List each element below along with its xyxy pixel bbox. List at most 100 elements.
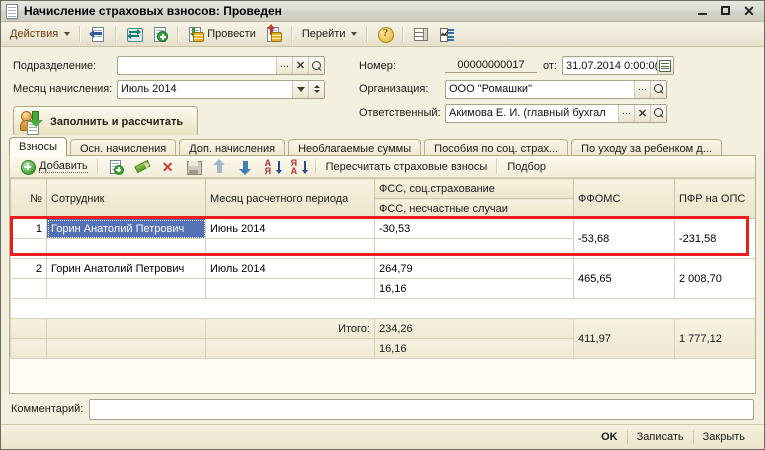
new-document-button[interactable] [147, 23, 173, 46]
cell-period[interactable]: Июль 2014 [205, 258, 375, 279]
contributions-table-wrap: № Сотрудник Месяц расчетного периода ФСС… [10, 178, 755, 393]
fill-calculate-icon [20, 110, 44, 135]
cell-employee[interactable]: Горин Анатолий Петрович [46, 258, 206, 279]
total-fss-accident: 16,16 [374, 338, 574, 359]
subdivision-input[interactable] [118, 57, 276, 74]
maximize-button[interactable] [719, 4, 733, 18]
th-ffoms[interactable]: ФФОМС [573, 178, 675, 219]
delete-icon: ✕ [161, 158, 174, 175]
post-button[interactable]: Провести [183, 23, 261, 46]
copy-row-button[interactable] [103, 156, 129, 177]
move-up-button[interactable] [207, 156, 233, 177]
subdivision-search-button[interactable] [308, 57, 324, 74]
organization-input[interactable]: ООО "Ромашки" [449, 83, 532, 95]
cell-pfr[interactable]: 2 008,70 [674, 258, 755, 299]
accrual-month-dropdown-button[interactable] [292, 80, 308, 98]
cell-period-blank [205, 278, 375, 299]
edit-row-button[interactable] [129, 156, 155, 177]
th-fss-accident[interactable]: ФСС, несчастные случаи [374, 198, 574, 219]
cell-fss-accident[interactable] [374, 238, 574, 259]
save-row-button[interactable] [181, 156, 207, 177]
responsible-ellipsis-button[interactable]: ... [618, 104, 634, 122]
actions-menu-label: Действия [10, 28, 59, 40]
th-number[interactable]: № [10, 178, 47, 219]
accrual-month-input[interactable]: Июль 2014 [121, 83, 177, 95]
table-body: 1 Горин Анатолий Петрович Июнь 2014 -30,… [10, 218, 756, 359]
write-button[interactable] [85, 23, 111, 46]
help-button[interactable]: ? [372, 23, 398, 46]
pick-button[interactable]: Подбор [502, 156, 551, 177]
calendar-icon[interactable] [656, 57, 673, 74]
subdivision-clear-button[interactable]: ✕ [292, 57, 308, 74]
number-label: Номер: [359, 59, 396, 72]
delete-row-button[interactable]: ✕ [155, 156, 181, 177]
cell-fss-social[interactable]: 264,79 [374, 258, 574, 279]
move-down-icon [238, 159, 254, 175]
footer-separator [626, 430, 628, 444]
chevron-down-icon [64, 32, 71, 36]
tab-label: По уходу за ребенком д... [581, 142, 712, 155]
close-button[interactable]: Закрыть [702, 431, 745, 443]
unpost-button[interactable] [261, 23, 287, 46]
recalculate-label: Пересчитать страховые взносы [325, 160, 488, 173]
setup-list-button[interactable] [434, 23, 460, 46]
cell-employee[interactable]: Горин Анатолий Петрович [46, 218, 206, 239]
organization-search-button[interactable] [650, 80, 666, 98]
th-pfr[interactable]: ПФР на ОПС [674, 178, 755, 219]
recalculate-contributions-button[interactable]: Пересчитать страховые взносы [321, 156, 493, 177]
total-employee-blank2 [46, 338, 206, 359]
toolbar-separator [177, 26, 180, 42]
cell-fss-social[interactable]: -30,53 [374, 218, 574, 239]
total-ffoms: 411,97 [573, 318, 675, 359]
organization-label: Организация: [359, 83, 429, 95]
add-icon [20, 159, 36, 175]
move-down-button[interactable] [233, 156, 259, 177]
write-button[interactable]: Записать [636, 431, 684, 443]
cell-fss-accident[interactable]: 16,16 [374, 278, 574, 299]
blank-cell [10, 298, 47, 319]
tab-dop-nachisleniya[interactable]: Доп. начисления [179, 139, 286, 157]
refresh-button[interactable] [121, 23, 147, 46]
total-employee-blank [46, 318, 206, 339]
table-row[interactable]: 2 Горин Анатолий Петрович Июль 2014 264,… [10, 258, 755, 299]
report-rows-button[interactable] [408, 23, 434, 46]
responsible-clear-button[interactable]: ✕ [634, 104, 650, 122]
goto-menu-button[interactable]: Перейти [297, 23, 363, 46]
total-label-blank [205, 338, 375, 359]
number-value[interactable]: 00000000017 [445, 59, 537, 73]
responsible-search-button[interactable] [650, 104, 666, 122]
organization-ellipsis-button[interactable]: ... [634, 80, 650, 98]
tab-vznosy[interactable]: Взносы [9, 137, 67, 157]
toolbar-separator [115, 26, 118, 42]
tab-po-uhodu-za-rebenkom[interactable]: По уходу за ребенком д... [571, 139, 722, 157]
table-row[interactable]: 1 Горин Анатолий Петрович Июнь 2014 -30,… [10, 218, 755, 259]
accrual-month-spinner[interactable] [308, 80, 324, 98]
cell-ffoms[interactable]: 465,65 [573, 258, 675, 299]
cell-pfr[interactable]: -231,58 [674, 218, 755, 259]
th-employee[interactable]: Сотрудник [46, 178, 206, 219]
comment-input[interactable] [89, 398, 754, 420]
tab-posobiya-soc-strah[interactable]: Пособия по соц. страх... [424, 139, 569, 157]
tab-neoblagaemye-summy[interactable]: Необлагаемые суммы [288, 139, 422, 157]
cell-period[interactable]: Июнь 2014 [205, 218, 375, 239]
total-pfr: 1 777,12 [674, 318, 755, 359]
subdivision-ellipsis-button[interactable]: ... [276, 57, 292, 74]
ok-button[interactable]: OK [601, 431, 618, 443]
th-fss-social[interactable]: ФСС, соц.страхование [374, 178, 574, 199]
actions-menu-button[interactable]: Действия [5, 23, 75, 46]
close-icon[interactable]: ✕ [743, 3, 755, 19]
toolbar-separator [79, 26, 82, 42]
date-input[interactable]: 31.07.2014 0:00:0( [565, 59, 657, 72]
tab-osn-nachisleniya[interactable]: Осн. начисления [69, 139, 177, 157]
minimize-button[interactable] [696, 4, 710, 18]
fill-and-calculate-button[interactable]: Заполнить и рассчитать [13, 106, 199, 138]
responsible-input[interactable]: Акимова Е. И. (главный бухгал [449, 107, 606, 119]
table-row-sub[interactable]: 16,16 [10, 278, 756, 299]
add-row-button[interactable]: Добавить [15, 156, 93, 177]
th-period[interactable]: Месяц расчетного периода [205, 178, 375, 219]
cell-ffoms[interactable]: -53,68 [573, 218, 675, 259]
post-button-label: Провести [207, 28, 256, 40]
